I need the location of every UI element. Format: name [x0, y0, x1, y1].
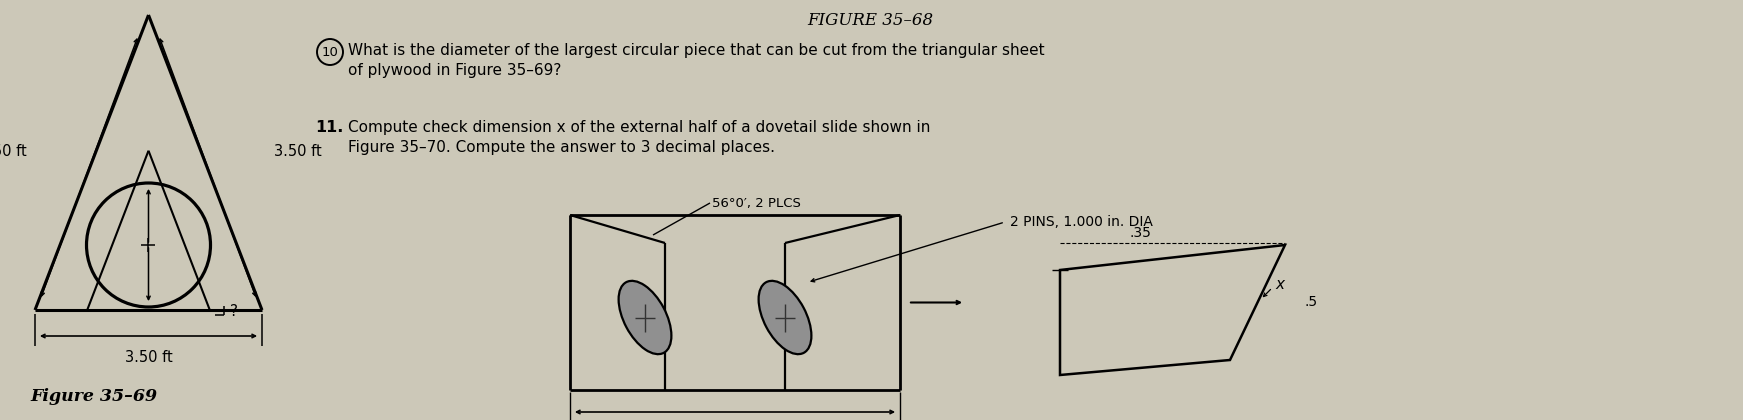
Text: 3.50 ft: 3.50 ft — [0, 144, 26, 160]
Text: 2 PINS, 1.000 in. DIA: 2 PINS, 1.000 in. DIA — [1009, 215, 1152, 229]
Ellipse shape — [758, 281, 812, 354]
Text: 3.50 ft: 3.50 ft — [125, 350, 173, 365]
Text: x: x — [1276, 277, 1285, 292]
Text: ?: ? — [230, 304, 237, 318]
Text: 10: 10 — [321, 45, 338, 58]
Text: What is the diameter of the largest circular piece that can be cut from the tria: What is the diameter of the largest circ… — [349, 43, 1044, 78]
Text: 3.50 ft: 3.50 ft — [274, 144, 322, 160]
Text: .35: .35 — [1129, 226, 1150, 240]
Text: 56°0′, 2 PLCS: 56°0′, 2 PLCS — [711, 197, 800, 210]
Text: 11.: 11. — [315, 120, 343, 135]
Text: FIGURE 35–68: FIGURE 35–68 — [807, 12, 933, 29]
Ellipse shape — [619, 281, 671, 354]
Text: Compute check dimension x of the external half of a dovetail slide shown in
Figu: Compute check dimension x of the externa… — [349, 120, 931, 155]
Text: Figure 35–69: Figure 35–69 — [30, 388, 157, 405]
Text: .5: .5 — [1306, 296, 1318, 310]
